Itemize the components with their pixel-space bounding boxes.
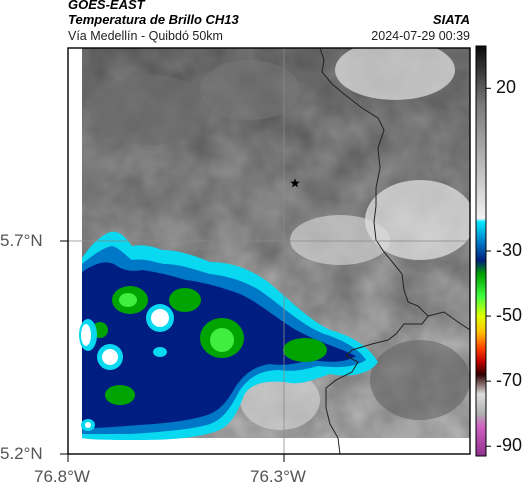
agency-label: SIATA <box>432 12 470 27</box>
satellite-title: GOES-EAST <box>68 0 145 12</box>
colorbar <box>475 45 487 457</box>
colorbar-ticks <box>486 87 491 447</box>
x-tick-label: 76.8°W <box>34 467 90 486</box>
imagery-layer <box>68 48 470 454</box>
plot-frame <box>67 47 471 455</box>
colorbar-label: 20 <box>496 77 517 98</box>
y-tick-label: 5.7°N <box>0 231 43 250</box>
product-title: Temperatura de Brillo CH13 <box>68 12 239 27</box>
colorbar-label: -30 <box>496 240 523 260</box>
datetime-label: 2024-07-29 00:39 <box>371 29 470 43</box>
location-star-icon <box>290 178 300 188</box>
colorbar-label: -70 <box>496 370 523 391</box>
colorbar-label: -90 <box>496 435 523 456</box>
colorbar-label: -50 <box>496 305 523 326</box>
x-tick-label: 76.3°W <box>250 467 306 486</box>
y-tick-label: 5.2°N <box>0 444 43 463</box>
region-subtitle: Vía Medellín - Quibdó 50km <box>68 29 223 43</box>
border-line <box>319 48 429 454</box>
border-line-2 <box>427 311 470 331</box>
